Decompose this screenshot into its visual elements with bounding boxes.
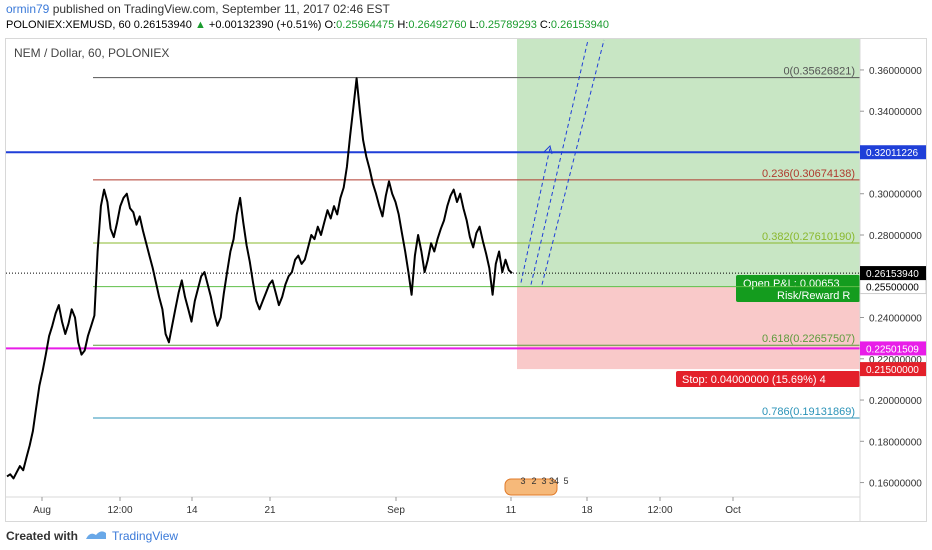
last-price: 0.26153940 [133,19,192,31]
tradingview-link[interactable]: TradingView [112,529,179,543]
projection-line-3 [541,39,605,285]
projection-lines: 3 2 3 34 5 [504,39,605,496]
price-tick-label: 0.18000000 [869,437,922,448]
publisher-link[interactable]: ormin79 [6,2,50,16]
projection-arrowhead-icon [543,145,553,155]
stop-badge-box [676,371,860,387]
last-price-label-box [860,266,926,281]
time-axis[interactable]: Aug 12:00 14 21 Sep 11 18 12:00 Oct [6,496,860,516]
stop-badge-group: Stop: 0.04000000 (15.69%) 4 [676,371,860,387]
footer: Created with TradingView [0,522,932,550]
up-arrow-icon: ▲ [194,19,206,31]
time-tick-label: 12:00 [647,505,672,516]
change-value: +0.00132390 (+0.51%) [208,19,322,31]
chart-title: NEM / Dollar, 60, POLONIEX [14,46,169,60]
open-value: 0.25964475 [336,19,395,31]
price-tick-label: 0.22000000 [869,355,922,366]
time-tick-label: Aug [33,505,51,516]
time-tick-label: Sep [387,505,405,516]
pattern-point-label: 2 [531,476,536,486]
time-tick-label: 11 [506,505,517,516]
fib-level-786-label: 0.786(0.19131869) [762,406,855,418]
open-label: O: [324,19,337,31]
fib-level-0-label: 0(0.35626821) [783,66,855,78]
pattern-point-label: 5 [563,476,568,486]
published-text: published on TradingView.com, September … [52,2,390,16]
low-label: L: [469,19,479,31]
created-with-text: Created with [6,529,79,543]
price-tick-label: 0.30000000 [869,190,922,201]
fib-level-236-label: 0.236(0.30674138) [762,168,855,180]
stop-text: Stop: 0.04000000 (15.69%) 4 [682,374,826,386]
pnl-badge-box [736,275,860,302]
time-tick-label: 18 [581,505,593,516]
fibonacci-retracement: 0(0.35626821) 0.236(0.30674138) 0.382(0.27… [93,66,860,419]
resistance-price-label-group: 0.32011226 [860,145,926,160]
high-label: H: [397,19,409,31]
price-tick-label: 0.24000000 [869,314,922,325]
risk-reward-text: Risk/Reward R [777,290,850,302]
profit-zone [517,39,860,287]
price-series [6,77,513,480]
last-price-label: 0.26153940 [866,269,919,280]
price-tick-label: 0.20000000 [869,396,922,407]
symbol-label: POLONIEX:XEMUSD, 60 [6,19,131,31]
tradingview-logo-icon [86,531,106,539]
pattern-badge-group: 3 2 3 34 5 [504,476,569,496]
entry-price-label-group: 0.25500000 [859,279,927,295]
entry-price-label: 0.25500000 [866,283,919,294]
publish-info: ormin79 published on TradingView.com, Se… [6,2,390,16]
pattern-point-label: 34 [549,476,559,486]
high-value: 0.26492760 [408,19,467,31]
pattern-point-label: 3 [520,476,525,486]
close-label: C: [539,19,551,31]
last-price-label-group: 0.26153940 [860,266,926,281]
pnl-text: Open P&L: 0.00653 [743,278,840,290]
price-tick-label: 0.36000000 [869,66,922,77]
pattern-badge-icon [504,478,558,496]
time-tick-label: 21 [264,505,276,516]
horizontal-levels [6,151,860,350]
resistance-price-label-box [860,145,926,160]
ohlc-bar: POLONIEX:XEMUSD, 60 0.26153940 ▲ +0.0013… [6,19,609,31]
pattern-point-label: 3 [541,476,546,486]
projection-line-1 [520,147,551,283]
close-value: 0.26153940 [550,19,610,31]
stop-price-label-group: 0.21500000 [860,362,926,377]
fib-level-618-label: 0.618(0.22657507) [762,333,855,345]
price-axis[interactable]: 0.360000000.340000000.320000000.30000000… [859,39,927,522]
support-price-label: 0.22501509 [866,344,919,355]
time-tick-label: 14 [186,505,198,516]
price-series-line [6,77,513,480]
support-price-label-group: 0.22501509 [860,341,926,356]
stop-price-label: 0.21500000 [866,365,919,376]
fib-level-382-label: 0.382(0.27610190) [762,231,855,243]
low-value: 0.25789293 [478,19,537,31]
time-tick-label: Oct [725,505,741,516]
stop-price-label-box [860,362,926,377]
price-tick-label: 0.16000000 [869,479,922,490]
price-tick-label: 0.28000000 [869,231,922,242]
time-tick-label: 12:00 [107,505,132,516]
support-price-label-box [860,341,926,356]
resistance-price-label: 0.32011226 [866,148,919,159]
price-tick-label: 0.34000000 [869,107,922,118]
